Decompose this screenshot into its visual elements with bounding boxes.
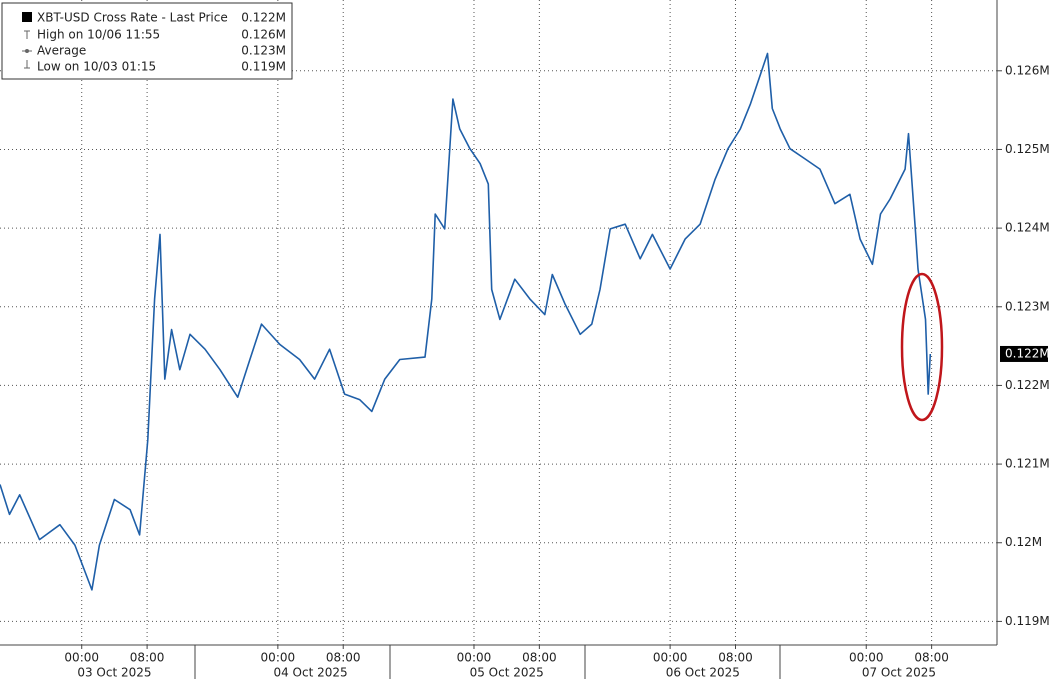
x-date-label: 04 Oct 2025 xyxy=(273,666,347,679)
x-date-label: 07 Oct 2025 xyxy=(862,666,936,679)
icon-low xyxy=(24,60,30,69)
day-separators xyxy=(194,645,781,679)
last-price-label: 0.122M xyxy=(1005,346,1050,360)
price-line xyxy=(0,52,932,591)
x-tick-label: 08:00 xyxy=(914,651,949,665)
x-tick-label: 00:00 xyxy=(849,651,884,665)
x-date-label: 03 Oct 2025 xyxy=(77,666,151,679)
legend-stat-value: 0.119M xyxy=(241,60,286,74)
x-tick-label: 00:00 xyxy=(64,651,99,665)
highlight-ellipse xyxy=(900,272,944,422)
y-tick-label: 0.126M xyxy=(1005,63,1050,77)
y-tick-label: 0.121M xyxy=(1005,457,1050,471)
legend-title: XBT-USD Cross Rate - Last Price xyxy=(37,11,228,25)
legend-swatch xyxy=(22,12,32,22)
y-tick-label: 0.119M xyxy=(1005,614,1050,628)
x-tick-label: 08:00 xyxy=(522,651,557,665)
legend-stat: High on 10/06 11:55 xyxy=(37,28,160,42)
legend-stat-value: 0.126M xyxy=(241,28,286,42)
y-tick-label: 0.124M xyxy=(1005,221,1050,235)
legend-icons xyxy=(22,30,32,69)
x-tick-label: 08:00 xyxy=(130,651,165,665)
y-tick-label: 0.123M xyxy=(1005,299,1050,313)
icon-avg-dot xyxy=(25,49,29,53)
legend: XBT-USD Cross Rate - Last Price 0.122M H… xyxy=(1,2,293,80)
y-tick-label: 0.122M xyxy=(1005,378,1050,392)
x-date-label: 05 Oct 2025 xyxy=(470,666,544,679)
legend-stat-value: 0.123M xyxy=(241,44,286,58)
x-tick-label: 00:00 xyxy=(261,651,296,665)
y-tick-label: 0.12M xyxy=(1005,535,1042,549)
plot xyxy=(0,52,932,591)
x-tick-label: 00:00 xyxy=(457,651,492,665)
x-date-label: 06 Oct 2025 xyxy=(666,666,740,679)
x-tick-label: 08:00 xyxy=(326,651,361,665)
legend-box xyxy=(1,2,293,80)
legend-stat: Low on 10/03 01:15 xyxy=(37,60,156,74)
y-tick-label: 0.125M xyxy=(1005,142,1050,156)
last-price-tag xyxy=(1000,345,1048,362)
x-tick-label: 08:00 xyxy=(718,651,753,665)
legend-last: 0.122M xyxy=(241,11,286,25)
icon-high xyxy=(24,30,30,39)
legend-stat: Average xyxy=(37,44,86,58)
x-tick-label: 00:00 xyxy=(653,651,688,665)
